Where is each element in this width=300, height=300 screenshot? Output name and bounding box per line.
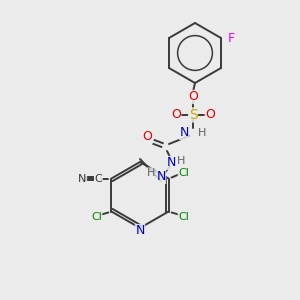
Text: N: N bbox=[135, 224, 145, 238]
Text: N: N bbox=[78, 173, 87, 184]
Text: Cl: Cl bbox=[178, 212, 189, 221]
Text: N: N bbox=[180, 127, 189, 140]
Text: N: N bbox=[166, 157, 176, 169]
Text: O: O bbox=[205, 109, 215, 122]
Text: O: O bbox=[171, 109, 181, 122]
Text: S: S bbox=[189, 108, 197, 122]
Text: O: O bbox=[142, 130, 152, 143]
Text: N: N bbox=[156, 170, 166, 184]
Text: Cl: Cl bbox=[178, 167, 189, 178]
Text: H: H bbox=[177, 156, 185, 166]
Text: H: H bbox=[198, 128, 206, 138]
Text: Cl: Cl bbox=[91, 212, 102, 221]
Text: O: O bbox=[188, 91, 198, 103]
Text: C: C bbox=[94, 173, 102, 184]
Text: H: H bbox=[147, 168, 155, 178]
Text: F: F bbox=[227, 32, 235, 44]
